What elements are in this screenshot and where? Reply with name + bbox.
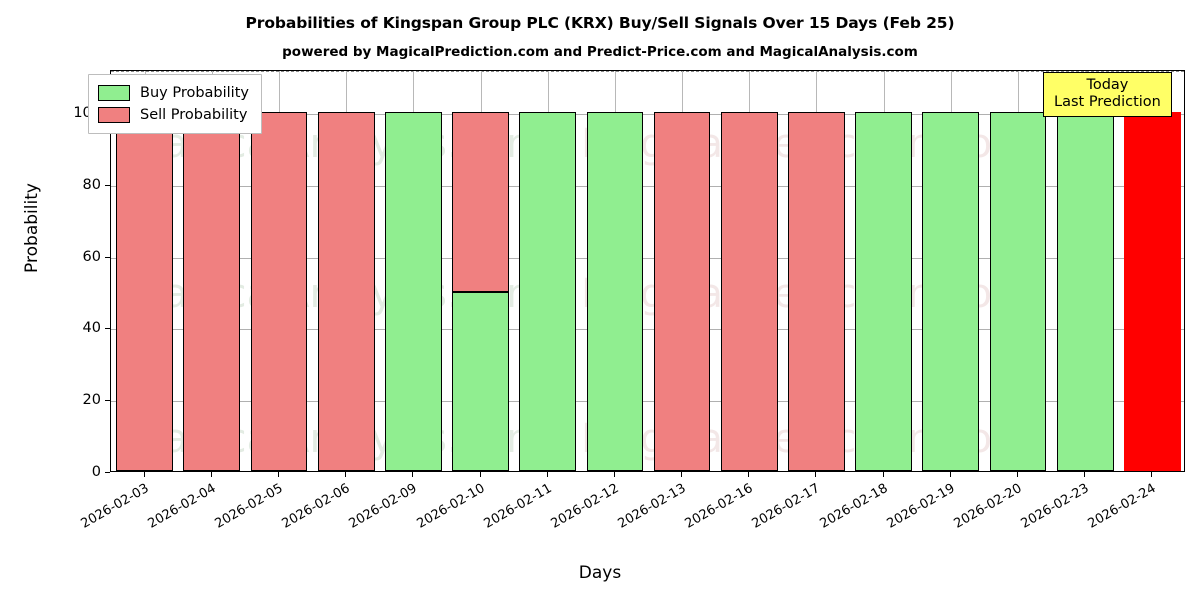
x-axis-tick-mark [882,472,884,477]
today-annotation: Today Last Prediction [1043,72,1172,118]
y-axis-tick-label: 40 [82,320,101,337]
bar-segment-sell [183,112,241,471]
x-axis-label: Days [578,563,622,583]
bar-column[interactable] [855,71,913,471]
x-axis-tick-mark [277,472,279,477]
y-axis-tick-label: 100 [0,105,101,121]
bar-column[interactable] [788,71,845,471]
bar-column[interactable] [519,71,577,471]
gridline-horizontal [111,114,1184,116]
bar-column[interactable] [384,71,442,471]
page-title: Probabilities of Kingspan Group PLC (KRX… [245,14,955,32]
bar-column[interactable] [116,71,173,471]
x-axis-tick-mark [345,472,347,477]
y-axis-label: Probability [22,183,42,273]
legend-swatch-sell-icon [98,107,130,123]
x-axis-tick-mark [949,472,951,477]
y-axis-tick-mark [105,328,110,330]
bar-segment-sell [116,112,173,471]
today-annotation-line1: Today [1086,77,1129,93]
bar-segment-sell [452,112,509,292]
bar-column[interactable] [1056,71,1114,471]
bar-column[interactable] [586,71,644,471]
bar-column[interactable] [922,71,980,471]
bar-segment-buy [452,291,509,471]
bar-column[interactable] [452,71,509,471]
bar-column[interactable] [250,71,308,471]
legend-swatch-buy-icon [98,85,130,101]
chart-legend: Buy Probability Sell Probability [88,74,262,134]
gridline-horizontal [111,329,1184,331]
legend-label-buy: Buy Probability [140,85,249,101]
x-axis-tick-mark [613,472,615,477]
x-axis-tick-mark [815,472,817,477]
x-axis-tick-mark [143,472,145,477]
x-axis-tick-mark [748,472,750,477]
bar-segment-buy [586,112,644,471]
x-axis-tick-mark [681,472,683,477]
gridline-horizontal [111,185,1184,187]
bar-segment-buy [519,112,577,471]
x-axis-tick-mark [1017,472,1019,477]
bar-segment-buy [855,112,913,471]
legend-label-sell: Sell Probability [140,107,248,123]
bar-column[interactable] [720,71,778,471]
bar-segment-buy [384,112,442,471]
bar-segment-sell [250,112,308,471]
y-axis-tick-mark [105,256,110,258]
y-axis-tick-label: 60 [82,248,101,265]
legend-item-sell[interactable]: Sell Probability [98,104,249,126]
x-axis-tick-mark [546,472,548,477]
chart-subtitle: powered by MagicalPrediction.com and Pre… [282,44,918,60]
bar-segment-buy [989,112,1047,471]
bar-segment-buy [922,112,980,471]
y-axis-tick-mark [105,400,110,402]
bar-segment-sell [317,112,375,471]
bar-column[interactable] [1124,71,1181,471]
x-axis-tick-mark [1084,472,1086,477]
x-axis-tick-mark [479,472,481,477]
bar-column[interactable] [183,71,241,471]
bar-segment-sell [720,112,778,471]
bar-series-layer [111,71,1184,471]
y-axis-tick-mark [105,184,110,186]
bar-segment-today [1124,112,1181,471]
x-axis-tick-mark [1151,472,1153,477]
x-axis-tick-mark [210,472,212,477]
bar-column[interactable] [653,71,711,471]
bar-column[interactable] [989,71,1047,471]
y-axis-tick-label: 80 [82,176,101,193]
reference-dashed-line [111,71,1184,72]
y-axis-tick-mark [105,472,110,473]
legend-item-buy[interactable]: Buy Probability [98,82,249,104]
bar-segment-buy [1056,112,1114,471]
y-axis-tick-label: 0 [91,464,101,480]
bar-segment-sell [653,112,711,471]
gridline-horizontal [111,257,1184,259]
x-axis-tick-mark [412,472,414,477]
y-axis-tick-label: 20 [82,392,101,409]
today-annotation-line2: Last Prediction [1054,94,1161,111]
bar-column[interactable] [317,71,375,471]
bar-segment-sell [788,112,845,471]
gridline-horizontal [111,401,1184,403]
plot-area: MagicalAnalysis.comMagicalPrediction.com… [110,70,1185,472]
